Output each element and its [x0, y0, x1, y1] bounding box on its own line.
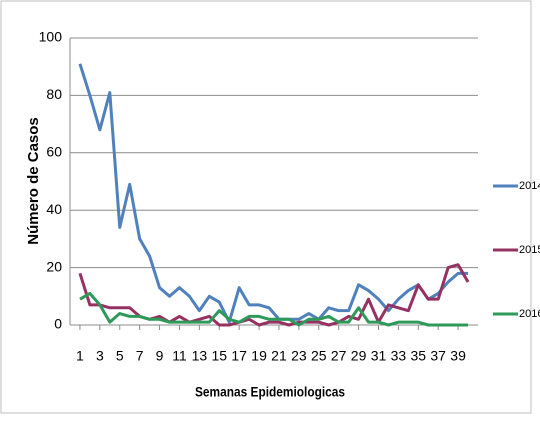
- y-tick-label: 0: [54, 316, 62, 332]
- legend-label: 2016: [519, 308, 540, 320]
- series-line: [79, 291, 469, 327]
- x-axis-title: Semanas Epidemiologicas: [195, 384, 345, 400]
- y-tick-label: 20: [46, 258, 62, 274]
- chart-frame: [0, 0, 532, 414]
- x-tick-label: 35: [411, 348, 427, 364]
- y-tick-label: 80: [46, 86, 62, 102]
- series-line: [78, 63, 469, 324]
- legend-label: 2015: [519, 244, 540, 256]
- x-tick-label: 21: [271, 348, 287, 364]
- x-tick-label: 25: [311, 348, 327, 364]
- x-tick-label: 29: [351, 348, 367, 364]
- x-tick-label: 19: [251, 348, 267, 364]
- x-tick-label: 7: [136, 348, 144, 364]
- x-tick-label: 17: [231, 348, 247, 364]
- x-tick-label: 13: [192, 348, 208, 364]
- x-tick-label: 39: [450, 348, 466, 364]
- x-tick-label: 9: [156, 348, 164, 364]
- x-tick-label: 15: [211, 348, 227, 364]
- y-axis-title: Número de Casos: [25, 117, 42, 245]
- x-tick-label: 37: [430, 348, 446, 364]
- x-tick-label: 1: [76, 348, 84, 364]
- y-tick-label: 60: [46, 144, 62, 160]
- x-tick-label: 11: [172, 348, 187, 364]
- x-tick-label: 3: [96, 348, 104, 364]
- y-tick-label: 100: [39, 29, 63, 45]
- x-tick-label: 27: [331, 348, 347, 364]
- x-tick-label: 5: [116, 348, 124, 364]
- legend-label: 2014: [519, 180, 540, 192]
- y-tick-label: 40: [46, 201, 62, 217]
- x-tick-label: 33: [391, 348, 407, 364]
- x-tick-label: 23: [291, 348, 307, 364]
- x-tick-label: 31: [371, 348, 387, 364]
